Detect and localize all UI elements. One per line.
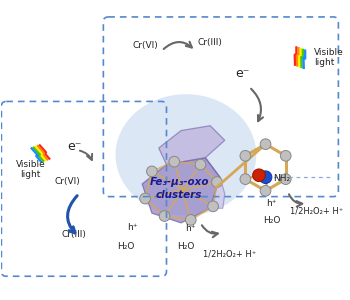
Text: e⁻: e⁻ (67, 140, 82, 153)
Circle shape (159, 211, 170, 221)
Text: 1/2H₂O₂+ H⁺: 1/2H₂O₂+ H⁺ (203, 250, 256, 259)
Text: NH₂: NH₂ (273, 174, 290, 183)
Circle shape (195, 159, 206, 170)
Text: Visible
light: Visible light (314, 48, 344, 68)
Circle shape (140, 193, 150, 204)
Text: Fe₃-μ₃-oxo
clusters: Fe₃-μ₃-oxo clusters (149, 177, 209, 200)
Circle shape (208, 201, 218, 212)
Text: H₂O: H₂O (263, 216, 280, 225)
Ellipse shape (116, 94, 256, 216)
Polygon shape (205, 158, 225, 208)
Circle shape (260, 185, 271, 196)
Text: H₂O: H₂O (177, 242, 195, 251)
Text: Cr(III): Cr(III) (62, 230, 87, 239)
Circle shape (259, 171, 272, 184)
Text: h⁺: h⁺ (186, 224, 196, 232)
Text: h⁺: h⁺ (266, 199, 276, 208)
Text: Cr(VI): Cr(VI) (132, 41, 158, 50)
Text: Cr(VI): Cr(VI) (55, 177, 80, 186)
Circle shape (280, 174, 291, 184)
Circle shape (186, 214, 196, 225)
Circle shape (260, 139, 271, 149)
Circle shape (240, 151, 251, 161)
Text: Cr(III): Cr(III) (198, 38, 223, 47)
Text: H₂O: H₂O (117, 242, 134, 251)
Circle shape (169, 156, 180, 167)
Circle shape (147, 166, 157, 177)
Text: 1/2H₂O₂+ H⁺: 1/2H₂O₂+ H⁺ (290, 206, 344, 215)
Text: h⁺: h⁺ (127, 223, 138, 232)
Circle shape (253, 169, 265, 182)
Circle shape (240, 174, 251, 184)
Polygon shape (142, 158, 220, 223)
Circle shape (212, 177, 222, 188)
Polygon shape (159, 126, 225, 165)
Text: Visible
light: Visible light (16, 160, 46, 179)
Text: e⁻: e⁻ (235, 67, 250, 80)
Circle shape (280, 151, 291, 161)
